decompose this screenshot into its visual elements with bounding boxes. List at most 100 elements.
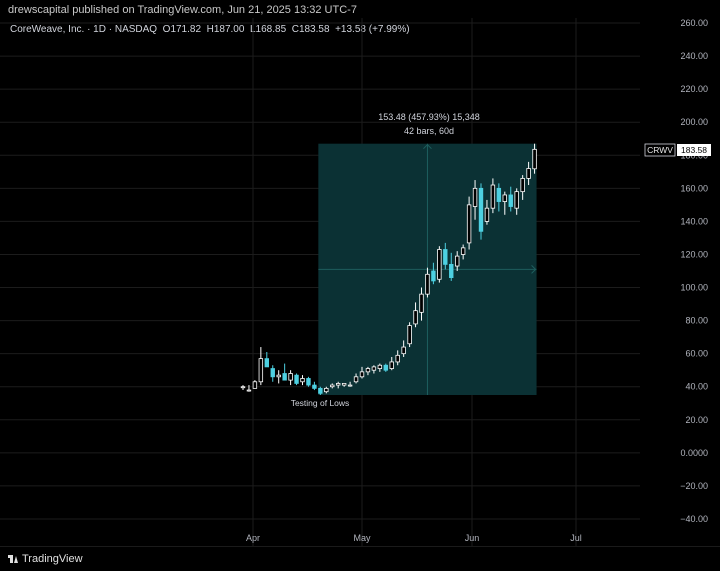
candle-body [395, 354, 400, 363]
candle [294, 373, 299, 386]
candle [526, 161, 531, 186]
candle-body [431, 270, 436, 282]
candle [252, 380, 258, 389]
candle [365, 366, 371, 376]
candle-body [359, 371, 365, 378]
candle [300, 375, 305, 386]
y-tick-label: 100.00 [680, 283, 708, 293]
candle [407, 322, 412, 348]
candle-body [294, 374, 299, 384]
y-tick-label: 160.00 [680, 183, 708, 193]
published-info: drewscapital published on TradingView.co… [8, 4, 357, 16]
candle-body [425, 273, 430, 295]
candle [383, 363, 388, 372]
candle [282, 363, 287, 381]
y-tick-label: 0.0000 [680, 448, 708, 458]
candle [514, 188, 519, 215]
y-tick-label: 20.00 [685, 415, 708, 425]
candle [520, 175, 525, 200]
price-axis[interactable]: 260.00240.00220.00200.00180.00160.00140.… [680, 18, 708, 524]
candle [353, 373, 359, 384]
candle [389, 356, 394, 371]
symbol-tag-bg [644, 143, 676, 157]
candle-body [532, 148, 537, 170]
candle-body [413, 310, 418, 325]
candle [324, 386, 329, 394]
candle-body [514, 191, 519, 209]
y-tick-label: 80.00 [685, 316, 708, 326]
candle [490, 178, 496, 214]
candle-body [335, 383, 341, 386]
y-tick-label: 260.00 [680, 18, 708, 28]
candle [443, 242, 448, 270]
candle [288, 370, 293, 386]
candle-body [466, 204, 472, 244]
y-tick-label: 140.00 [680, 216, 708, 226]
symbol-name: CoreWeave, Inc. · 1D · NASDAQ [10, 24, 158, 35]
candle [478, 183, 484, 240]
candle-body [246, 389, 252, 392]
candle-body [401, 346, 406, 355]
candle-body [353, 376, 359, 383]
candle [508, 186, 513, 212]
candle-body [478, 187, 484, 232]
candle [276, 370, 281, 384]
candle [330, 383, 335, 389]
price-chart[interactable]: 153.48 (457.93%) 15,348 42 bars, 60d Tes… [0, 18, 720, 546]
candle [502, 191, 507, 215]
candle [431, 262, 436, 285]
close-value: 183.58 [298, 24, 330, 35]
candle [413, 302, 418, 328]
candle [306, 376, 311, 387]
candles [240, 143, 537, 395]
candle-body [300, 378, 305, 383]
close-label: C [291, 24, 299, 35]
last-price-value: 183.58 [681, 145, 707, 155]
candle-body [526, 168, 531, 179]
candle [460, 244, 466, 260]
time-axis[interactable]: Apr May Jun Jul [246, 533, 582, 543]
candle-body [496, 187, 502, 202]
candle-body [484, 207, 490, 222]
candle-body [454, 255, 460, 267]
measure-arrow-head-right [531, 264, 537, 274]
y-tick-label: 240.00 [680, 51, 708, 61]
candle-body [449, 263, 454, 279]
candle-body [419, 293, 424, 313]
candle-body [371, 366, 377, 371]
candle-body [252, 381, 258, 389]
symbol-tag: CRWV [647, 145, 673, 155]
candle [425, 267, 430, 298]
candle-body [377, 364, 383, 369]
symbol-legend: CoreWeave, Inc. · 1D · NASDAQ O171.82 H1… [10, 24, 410, 35]
candle [449, 252, 454, 281]
candle-body [324, 387, 329, 393]
candle [312, 381, 317, 391]
annotation-testing-of-lows: Testing of Lows [291, 398, 350, 408]
candle [335, 381, 341, 389]
measure-label-bars: 42 bars, 60d [404, 126, 454, 136]
candle-body [312, 384, 317, 389]
candle [246, 385, 252, 392]
candle-body [383, 364, 388, 371]
candle [437, 246, 442, 283]
candle [395, 350, 400, 366]
x-tick-label: Apr [246, 533, 260, 543]
footer: TradingView [0, 546, 720, 571]
candle [341, 383, 347, 387]
x-tick-label: May [353, 533, 371, 543]
footer-brand: TradingView [22, 553, 83, 565]
y-tick-label: 220.00 [680, 84, 708, 94]
candle [466, 196, 472, 250]
candle-body [276, 374, 281, 378]
candle [371, 365, 377, 374]
candle-body [258, 358, 264, 383]
candle-body [264, 358, 269, 368]
candle [258, 347, 264, 386]
candle-body [341, 383, 347, 386]
candle [377, 363, 383, 372]
candle-body [460, 247, 466, 255]
x-tick-label: Jun [465, 533, 480, 543]
candle-body [443, 249, 448, 265]
candle-body [472, 187, 478, 207]
